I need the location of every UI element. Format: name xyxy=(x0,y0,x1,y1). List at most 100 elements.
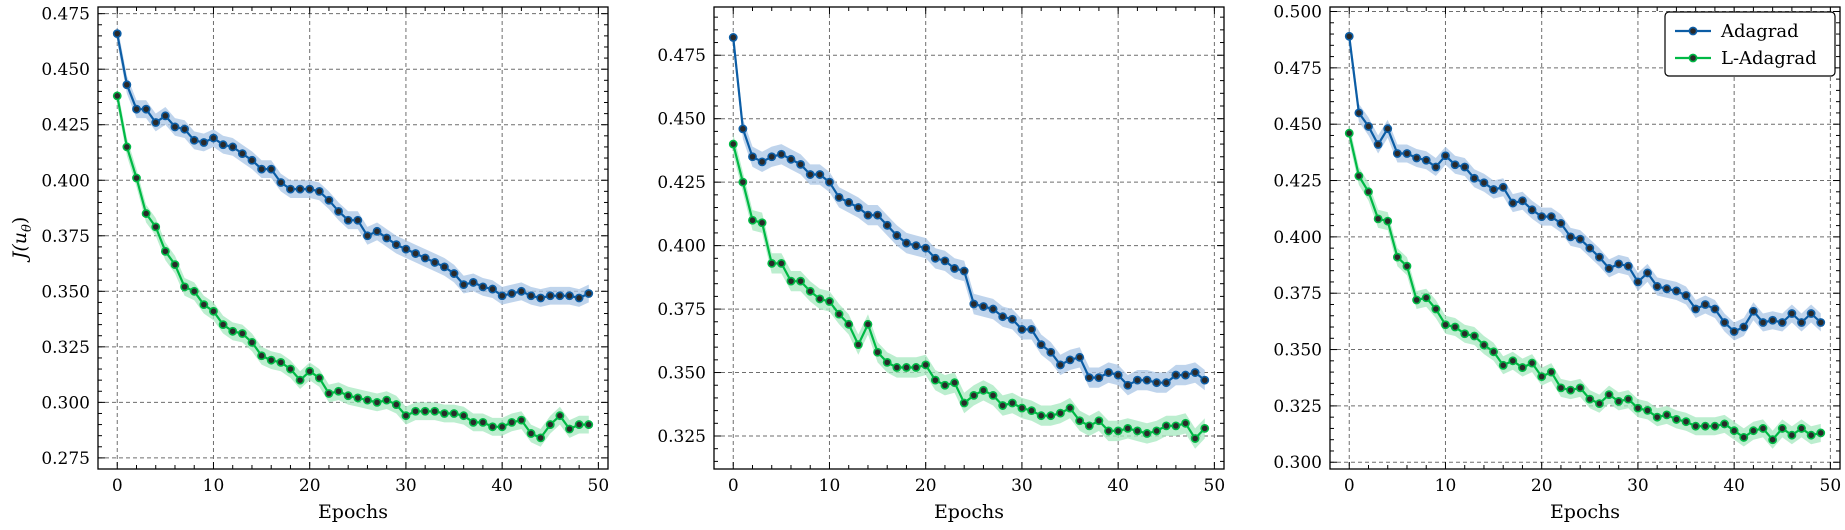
x-tick-label: 50 xyxy=(1204,476,1226,496)
data-point-ladagrad xyxy=(1652,412,1662,422)
data-point-ladagrad xyxy=(892,363,902,372)
legend-marker-ladagrad xyxy=(1688,53,1698,63)
data-point-ladagrad xyxy=(555,411,565,421)
data-point-ladagrad xyxy=(565,424,574,434)
data-point-ladagrad xyxy=(488,422,497,432)
data-point-adagrad xyxy=(1595,252,1604,262)
y-tick-label: 0.275 xyxy=(41,449,90,469)
x-tick-label: 10 xyxy=(819,476,841,496)
data-point-ladagrad xyxy=(257,351,266,361)
data-point-adagrad xyxy=(1075,352,1085,362)
data-point-adagrad xyxy=(334,206,343,216)
data-point-ladagrad xyxy=(286,364,295,374)
data-point-adagrad xyxy=(1190,368,1200,377)
data-point-adagrad xyxy=(1027,324,1036,334)
y-tick-label: 0.475 xyxy=(41,5,90,25)
legend-box xyxy=(1664,11,1836,77)
data-point-ladagrad xyxy=(276,357,286,367)
data-point-ladagrad xyxy=(391,400,401,409)
data-point-ladagrad xyxy=(1181,418,1190,428)
data-point-adagrad xyxy=(796,159,806,169)
data-point-ladagrad xyxy=(209,306,218,316)
axes-frame xyxy=(713,6,1225,470)
data-point-ladagrad xyxy=(372,397,382,407)
data-point-adagrad xyxy=(1508,198,1518,208)
data-point-adagrad xyxy=(257,164,266,174)
axes-frame xyxy=(1329,6,1841,470)
data-point-ladagrad xyxy=(459,411,469,421)
data-point-adagrad xyxy=(1354,108,1364,118)
data-point-ladagrad xyxy=(401,411,411,421)
data-point-adagrad xyxy=(1816,318,1826,327)
data-point-ladagrad xyxy=(1469,331,1479,341)
y-tick-label: 0.350 xyxy=(657,364,706,384)
data-point-adagrad xyxy=(266,164,276,174)
y-tick-label: 0.375 xyxy=(657,300,706,320)
data-point-ladagrad xyxy=(911,363,921,372)
y-tick-label: 0.325 xyxy=(41,338,90,358)
data-point-ladagrad xyxy=(776,258,786,268)
data-point-ladagrad xyxy=(526,429,536,438)
data-point-adagrad xyxy=(449,269,459,278)
data-point-adagrad xyxy=(1710,304,1720,314)
x-tick-label: 20 xyxy=(299,476,321,496)
data-point-ladagrad xyxy=(545,420,555,429)
data-point-adagrad xyxy=(1017,324,1027,334)
data-point-adagrad xyxy=(286,184,295,194)
confidence-band-ladagrad xyxy=(733,133,1205,449)
data-point-adagrad xyxy=(1007,314,1017,324)
data-point-ladagrad xyxy=(1132,426,1142,436)
data-point-adagrad xyxy=(372,226,382,236)
x-tick-label: 30 xyxy=(395,476,417,496)
data-point-ladagrad xyxy=(728,139,738,149)
data-point-adagrad xyxy=(815,170,825,179)
data-point-ladagrad xyxy=(1027,406,1036,416)
data-point-ladagrad xyxy=(1546,367,1556,377)
data-point-adagrad xyxy=(507,289,517,298)
data-point-ladagrad xyxy=(805,286,815,296)
data-point-adagrad xyxy=(276,178,286,187)
y-tick-label: 0.450 xyxy=(1273,115,1322,135)
data-point-ladagrad xyxy=(1007,398,1017,408)
legend-label-ladagrad: L-Adagrad xyxy=(1721,48,1817,69)
data-point-adagrad xyxy=(1344,31,1354,41)
y-tick-label: 0.325 xyxy=(657,427,706,447)
data-point-ladagrad xyxy=(1479,340,1489,350)
data-point-ladagrad xyxy=(1190,434,1200,443)
y-tick-label: 0.400 xyxy=(1273,228,1322,248)
data-point-adagrad xyxy=(911,241,921,251)
chart-panel-3: 0 10 20 30 40 50 0.300 0.325 0.350 0.375 0.400 0.42… xyxy=(1273,3,1841,523)
data-point-ladagrad xyxy=(1575,383,1585,393)
data-point-adagrad xyxy=(1094,373,1104,383)
data-point-adagrad xyxy=(1700,300,1710,309)
y-tick-label: 0.500 xyxy=(1273,3,1322,23)
data-point-adagrad xyxy=(565,291,574,301)
data-point-ladagrad xyxy=(748,215,757,225)
data-point-adagrad xyxy=(440,262,449,272)
legend: Adagrad L-Adagrad xyxy=(1664,11,1836,77)
data-point-adagrad xyxy=(180,124,190,134)
data-point-ladagrad xyxy=(314,373,324,383)
data-point-adagrad xyxy=(921,243,931,253)
x-tick-label: 30 xyxy=(1011,476,1033,496)
y-tick-label: 0.400 xyxy=(41,171,90,191)
data-point-ladagrad xyxy=(1729,426,1739,436)
data-point-ladagrad xyxy=(584,420,594,429)
data-point-ladagrad xyxy=(574,420,584,429)
data-point-ladagrad xyxy=(1806,430,1816,440)
data-point-ladagrad xyxy=(1797,424,1806,433)
data-point-adagrad xyxy=(979,302,988,311)
data-point-ladagrad xyxy=(1383,216,1393,226)
data-point-adagrad xyxy=(1546,212,1556,221)
x-tick-label: 0 xyxy=(112,476,123,496)
y-tick-label: 0.300 xyxy=(1273,453,1322,473)
data-point-ladagrad xyxy=(218,320,228,330)
data-point-adagrad xyxy=(237,149,247,158)
data-point-ladagrad xyxy=(1787,430,1797,440)
data-point-adagrad xyxy=(555,291,565,301)
data-point-adagrad xyxy=(1421,155,1431,165)
data-point-ladagrad xyxy=(1364,187,1373,197)
x-tick-label: 10 xyxy=(1435,476,1457,496)
data-point-adagrad xyxy=(1498,182,1508,192)
data-point-ladagrad xyxy=(1344,128,1354,138)
